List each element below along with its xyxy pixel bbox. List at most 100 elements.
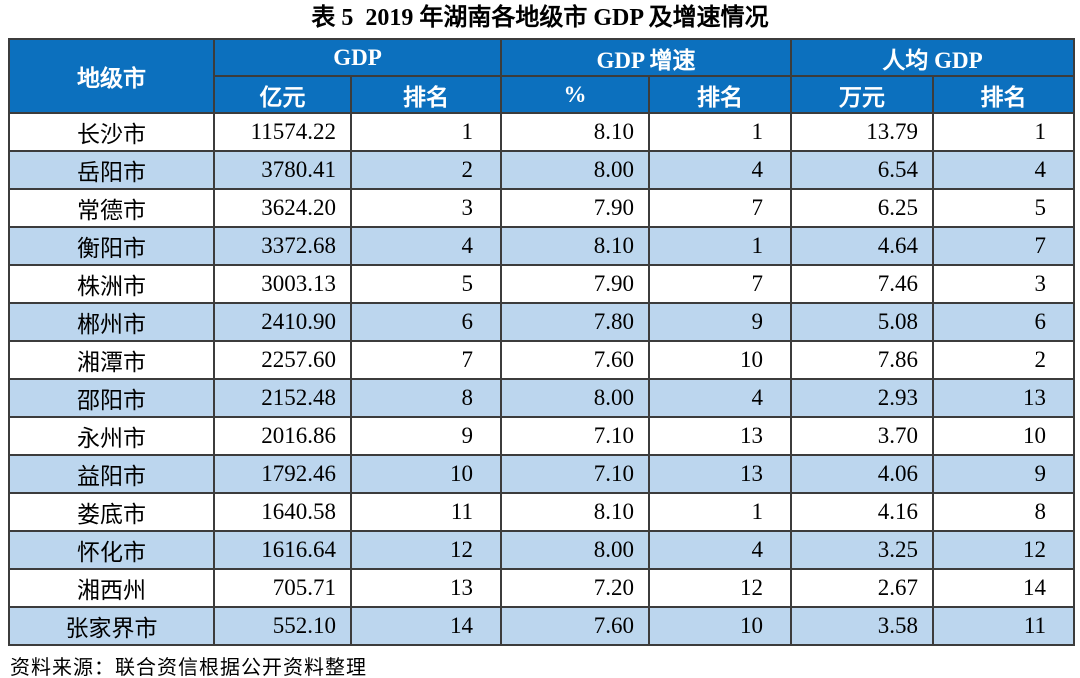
- growth-value: 8.00: [500, 150, 650, 190]
- per-capita-value: 4.06: [790, 454, 934, 494]
- per-capita-value: 3.70: [790, 416, 934, 456]
- per-capita-rank: 12: [932, 530, 1075, 570]
- table-row: 怀化市 1616.64 12 8.00 4 3.25 12: [8, 530, 1075, 570]
- city-name: 长沙市: [8, 112, 215, 152]
- growth-rank: 7: [648, 264, 792, 304]
- growth-value: 7.90: [500, 264, 650, 304]
- growth-value: 7.60: [500, 340, 650, 380]
- per-capita-value: 6.54: [790, 150, 934, 190]
- growth-value: 7.20: [500, 568, 650, 608]
- gdp-value: 3624.20: [213, 188, 352, 228]
- table-row: 湘潭市 2257.60 7 7.60 10 7.86 2: [8, 340, 1075, 380]
- per-capita-rank: 4: [932, 150, 1075, 190]
- city-name: 常德市: [8, 188, 215, 228]
- city-name: 邵阳市: [8, 378, 215, 418]
- header-per-capita-rank: 排名: [932, 75, 1075, 114]
- gdp-rank: 6: [350, 302, 502, 342]
- table-row: 邵阳市 2152.48 8 8.00 4 2.93 13: [8, 378, 1075, 418]
- per-capita-rank: 11: [932, 606, 1075, 646]
- city-name: 湘西州: [8, 568, 215, 608]
- growth-value: 8.10: [500, 112, 650, 152]
- per-capita-value: 4.64: [790, 226, 934, 266]
- header-group-row: 地级市 GDP GDP 增速 人均 GDP: [8, 38, 1075, 114]
- gdp-value: 11574.22: [213, 112, 352, 152]
- gdp-rank: 10: [350, 454, 502, 494]
- growth-value: 7.60: [500, 606, 650, 646]
- gdp-rank: 2: [350, 150, 502, 190]
- city-name: 益阳市: [8, 454, 215, 494]
- city-name: 株洲市: [8, 264, 215, 304]
- gdp-rank: 7: [350, 340, 502, 380]
- gdp-value: 2410.90: [213, 302, 352, 342]
- growth-rank: 1: [648, 492, 792, 532]
- growth-value: 7.10: [500, 454, 650, 494]
- gdp-value: 3003.13: [213, 264, 352, 304]
- header-city: 地级市: [8, 38, 215, 114]
- per-capita-rank: 1: [932, 112, 1075, 152]
- city-name: 张家界市: [8, 606, 215, 646]
- table-row: 株洲市 3003.13 5 7.90 7 7.46 3: [8, 264, 1075, 304]
- growth-rank: 10: [648, 606, 792, 646]
- gdp-rank: 11: [350, 492, 502, 532]
- header-gdp-group: GDP: [213, 38, 502, 77]
- per-capita-value: 5.08: [790, 302, 934, 342]
- growth-value: 7.90: [500, 188, 650, 228]
- growth-rank: 4: [648, 378, 792, 418]
- growth-rank: 7: [648, 188, 792, 228]
- header-growth-unit: %: [500, 75, 650, 114]
- per-capita-value: 7.46: [790, 264, 934, 304]
- per-capita-rank: 10: [932, 416, 1075, 456]
- gdp-value: 2152.48: [213, 378, 352, 418]
- header-sub-row: 亿元 排名 % 排名 万元 排名: [9, 75, 1075, 114]
- growth-rank: 1: [648, 112, 792, 152]
- per-capita-rank: 7: [932, 226, 1075, 266]
- growth-value: 8.00: [500, 530, 650, 570]
- city-name: 永州市: [8, 416, 215, 456]
- growth-rank: 9: [648, 302, 792, 342]
- growth-rank: 10: [648, 340, 792, 380]
- city-name: 湘潭市: [8, 340, 215, 380]
- city-name: 娄底市: [8, 492, 215, 532]
- gdp-value: 2016.86: [213, 416, 352, 456]
- table-row: 常德市 3624.20 3 7.90 7 6.25 5: [8, 188, 1075, 228]
- gdp-rank: 14: [350, 606, 502, 646]
- per-capita-rank: 5: [932, 188, 1075, 228]
- header-per-capita-unit: 万元: [790, 75, 934, 114]
- table-row: 衡阳市 3372.68 4 8.10 1 4.64 7: [8, 226, 1075, 266]
- growth-value: 8.00: [500, 378, 650, 418]
- per-capita-rank: 8: [932, 492, 1075, 532]
- per-capita-value: 3.25: [790, 530, 934, 570]
- per-capita-rank: 3: [932, 264, 1075, 304]
- header-growth-rank: 排名: [648, 75, 792, 114]
- table-title: 表 5 2019 年湖南各地级市 GDP 及增速情况: [311, 5, 769, 31]
- growth-rank: 12: [648, 568, 792, 608]
- per-capita-value: 2.67: [790, 568, 934, 608]
- growth-rank: 4: [648, 150, 792, 190]
- gdp-value: 1616.64: [213, 530, 352, 570]
- per-capita-rank: 2: [932, 340, 1075, 380]
- per-capita-rank: 9: [932, 454, 1075, 494]
- growth-rank: 4: [648, 530, 792, 570]
- header-gdp-growth-group: GDP 增速: [500, 38, 792, 77]
- gdp-value: 1792.46: [213, 454, 352, 494]
- gdp-rank: 4: [350, 226, 502, 266]
- gdp-value: 705.71: [213, 568, 352, 608]
- city-name: 郴州市: [8, 302, 215, 342]
- gdp-rank: 5: [350, 264, 502, 304]
- per-capita-value: 3.58: [790, 606, 934, 646]
- growth-rank: 1: [648, 226, 792, 266]
- growth-rank: 13: [648, 416, 792, 456]
- city-name: 衡阳市: [8, 226, 215, 266]
- per-capita-value: 4.16: [790, 492, 934, 532]
- growth-value: 8.10: [500, 492, 650, 532]
- gdp-value: 3780.41: [213, 150, 352, 190]
- table-row: 湘西州 705.71 13 7.20 12 2.67 14: [8, 568, 1075, 608]
- gdp-rank: 9: [350, 416, 502, 456]
- header-gdp-rank: 排名: [350, 75, 502, 114]
- per-capita-rank: 14: [932, 568, 1075, 608]
- table-row: 岳阳市 3780.41 2 8.00 4 6.54 4: [8, 150, 1075, 190]
- per-capita-rank: 13: [932, 378, 1075, 418]
- gdp-rank: 12: [350, 530, 502, 570]
- gdp-rank: 8: [350, 378, 502, 418]
